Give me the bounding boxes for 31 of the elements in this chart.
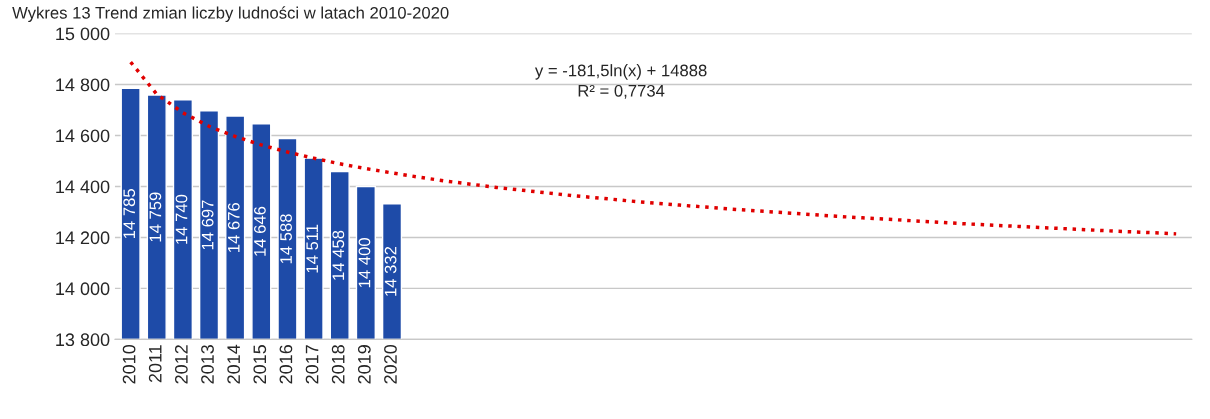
x-tick-label: 2018 [331, 345, 345, 384]
x-tick-label: 2020 [384, 344, 397, 384]
annotation: y = -181,5ln(x) + 14888 R² = 0,7734 [534, 64, 707, 99]
y-tick-label: 14 800 [56, 78, 110, 92]
y-tick-label: 14 400 [56, 180, 110, 194]
y-tick-label: 13 800 [56, 333, 110, 347]
data-label: 14 458 [332, 230, 345, 280]
x-tick-label: 2010 [122, 344, 136, 384]
x-tick-label: 2015 [253, 345, 267, 384]
data-label: 14 740 [175, 194, 188, 244]
x-tick-label: 2013 [201, 345, 214, 384]
x-tick-label: 2016 [279, 345, 293, 384]
data-label: 14 400 [358, 238, 371, 288]
y-tick-label: 14 200 [56, 231, 110, 245]
data-label: 14 511 [306, 224, 319, 273]
data-label: 14 785 [123, 189, 136, 239]
data-label: 14 588 [280, 214, 292, 264]
x-tick-label: 2017 [305, 345, 319, 384]
x-tick-label: 2014 [227, 344, 241, 384]
x-tick-label: 2011 [148, 345, 162, 383]
chart-title: Wykres 13 Trend zmian liczby ludności w latach 2010-2020 [12, 6, 449, 23]
data-label: 14 676 [227, 202, 240, 252]
data-label: 14 332 [384, 246, 397, 296]
x-tick-label: 2012 [174, 345, 188, 384]
y-tick-label: 14 000 [56, 282, 110, 296]
data-label: 14 697 [201, 200, 214, 250]
y-tick-label: 15 000 [56, 27, 110, 41]
data-label: 14 646 [254, 206, 266, 256]
data-label: 14 759 [149, 192, 162, 242]
x-tick-label: 2019 [357, 345, 371, 384]
y-tick-label: 14 600 [56, 129, 110, 143]
